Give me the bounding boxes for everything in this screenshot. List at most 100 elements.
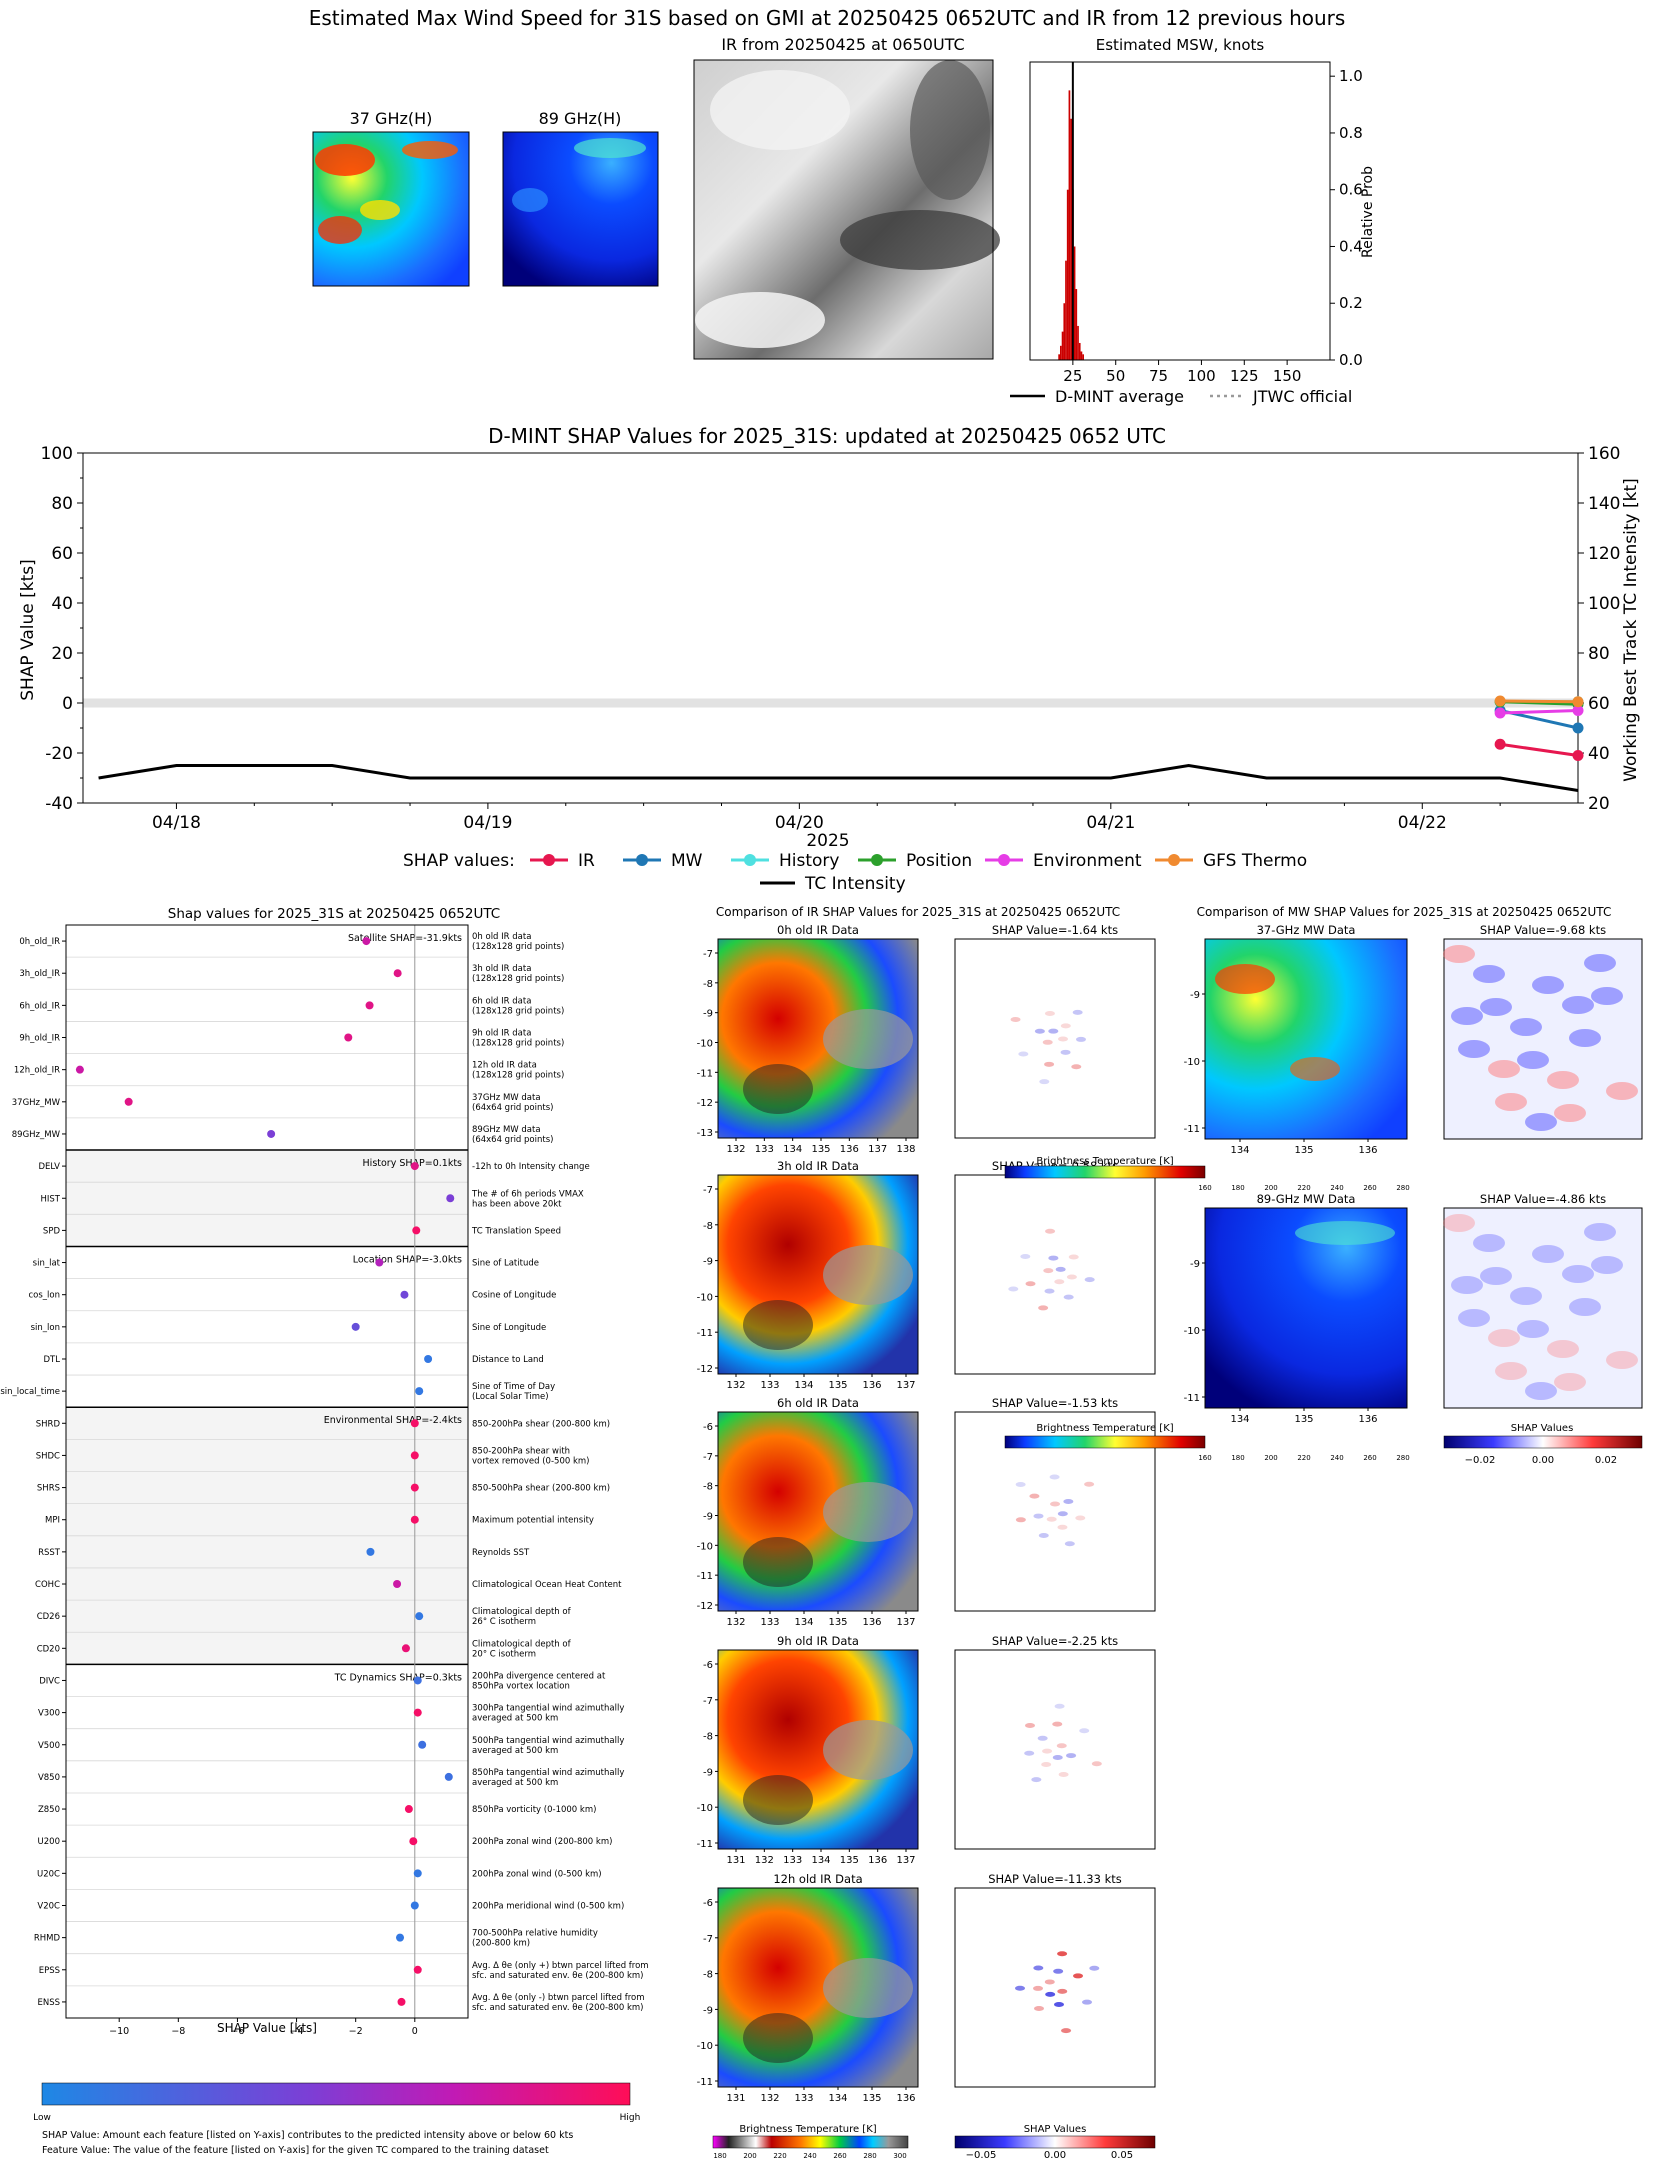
mw-shap-blob (1510, 1287, 1542, 1305)
mw37-tick-label: 200 (1264, 1184, 1277, 1192)
feature-desc-label: 26° C isotherm (472, 1617, 536, 1627)
feature-shap-point (415, 1612, 424, 1621)
feature-panel-xlabel: SHAP Value [kts] (217, 2021, 317, 2035)
ir-shap-blob (1038, 1305, 1049, 1311)
ir-panel-ytick-label: -12 (697, 1601, 713, 1612)
hist-ytick-label: 0.2 (1339, 294, 1363, 312)
ir-panel-xtick-label: 138 (896, 1144, 915, 1155)
ir-shap-blob (1052, 1721, 1063, 1727)
feature-xtick-label: −8 (171, 2026, 185, 2037)
mw-shap-blob (1480, 1267, 1512, 1285)
mw-shap-blob (1591, 987, 1623, 1005)
ir-panel-ytick-label: -11 (697, 2077, 713, 2088)
ir-panel-xtick-label: 137 (896, 1617, 915, 1628)
ir-panel-frame (717, 1649, 919, 1850)
legend-marker-ir (543, 854, 555, 866)
ir-shap-blob (1057, 1988, 1068, 1994)
ir-panel-xtick-label: 132 (760, 2093, 779, 2104)
feature-panel-title: Shap values for 2025_31S at 20250425 065… (168, 906, 500, 922)
ir-panel-label: 9h old IR Data (777, 1634, 859, 1648)
feature-shap-point (413, 1869, 422, 1878)
ir-shap-blob (1015, 1481, 1026, 1487)
ir-bt-tick-label: 180 (713, 2152, 726, 2158)
ir-shap-image (954, 938, 1156, 1139)
hist-xtick-label: 125 (1230, 367, 1259, 385)
hist-ytick-label: 0.4 (1339, 237, 1363, 255)
ts-y2tick-label: 80 (1588, 644, 1610, 664)
feature-group-shade (66, 1150, 468, 1247)
legend-label-gfs_thermo: GFS Thermo (1203, 851, 1307, 871)
ir-panel-frame (717, 1411, 919, 1612)
ir-panel-label: 6h old IR Data (777, 1396, 859, 1410)
ir-shap-blob (1024, 1750, 1035, 1756)
mw-panel-ytick-label: -11 (1184, 1124, 1200, 1135)
ir-panel-ytick-label: -7 (703, 1452, 713, 1463)
feature-desc-label: averaged at 500 km (472, 1746, 558, 1756)
ts-xtick-label: 04/18 (152, 813, 201, 833)
ir-bt-tick-label: 200 (743, 2152, 756, 2158)
mw-panel-label: 37-GHz MW Data (1257, 923, 1356, 937)
ir-panel-ytick-label: -7 (703, 1185, 713, 1196)
hist-ytick-label: 0.8 (1339, 124, 1363, 142)
ir-shap-blob (1033, 1985, 1044, 1991)
ts-ytick-label: 0 (62, 694, 73, 714)
feature-name-label: RHMD (34, 1934, 61, 1944)
feature-desc-label: (Local Solar Time) (472, 1392, 549, 1402)
ir-shap-blob (1044, 1010, 1055, 1016)
ir-panel-ytick-label: -6 (703, 1898, 713, 1909)
mw89-tick-label: 260 (1363, 1454, 1376, 1462)
mw-shap-blob (1451, 1007, 1483, 1025)
ir-shap-colorbar-label: SHAP Values (1024, 2124, 1087, 2135)
ir-shap-blob (1018, 1051, 1029, 1057)
feature-xtick-label: 0 (412, 2026, 418, 2037)
ir-shap-blob (1048, 1255, 1059, 1261)
ir-shap-blob (1008, 1286, 1019, 1292)
feature-name-label: U200 (38, 1837, 60, 1847)
feature-desc-label: (200-800 km) (472, 1939, 530, 1949)
mw-panel-xtick-label: 136 (1358, 1145, 1377, 1156)
mw-shap-blob (1443, 1214, 1475, 1232)
ir-panel-ytick-label: -11 (697, 1068, 713, 1079)
feature-desc-label: 200hPa divergence centered at (472, 1671, 606, 1681)
mw89-tick-label: 220 (1297, 1454, 1310, 1462)
ir-shap-blob (1039, 1079, 1050, 1085)
mw-shap-blob (1569, 1298, 1601, 1316)
mw37-image (312, 131, 470, 287)
feature-desc-label: Climatological depth of (472, 1639, 572, 1649)
mw89-image (502, 131, 659, 287)
ir-shap-blob (1066, 1753, 1077, 1759)
ir-panel-ytick-label: -11 (697, 1571, 713, 1582)
mw-panel-ytick-label: -11 (1184, 1393, 1200, 1404)
ir-shap-blob (1084, 1481, 1095, 1487)
feature-name-label: sin_lat (33, 1259, 61, 1269)
mw-shap-blob (1532, 976, 1564, 994)
ir-shap-blob (1034, 2005, 1045, 2011)
ir-shap-blob (1055, 1266, 1066, 1272)
feature-xtick-label: −4 (290, 2026, 304, 2037)
feature-name-label: RSST (38, 1548, 61, 1558)
hist-ytick-label: 0.6 (1339, 181, 1363, 199)
hist-xtick-label: 100 (1187, 367, 1216, 385)
mw-panel-label: 89-GHz MW Data (1257, 1192, 1356, 1206)
feature-desc-label: 500hPa tangential wind azimuthally (472, 1736, 624, 1746)
feature-desc-label: Avg. Δ θe (only -) btwn parcel lifted fr… (472, 1993, 645, 2003)
feature-name-label: DIVC (39, 1676, 60, 1686)
ts-frame (82, 452, 1579, 804)
feature-shap-point (404, 1805, 413, 1814)
feature-name-label: V500 (38, 1741, 60, 1751)
feature-desc-label: 850hPa vortex location (472, 1681, 570, 1691)
feature-desc-label: (128x128 grid points) (472, 974, 564, 984)
feature-group-label: TC Dynamics SHAP=0.3kts (334, 1672, 462, 1683)
ir-panel-frame (717, 938, 919, 1139)
feature-group-label: Satellite SHAP=-31.9kts (348, 933, 462, 944)
feature-desc-label: sfc. and saturated env. θe (200-800 km) (472, 2003, 644, 2013)
mw-shap-blob (1606, 1082, 1638, 1100)
mw37-tick-label: 220 (1297, 1184, 1310, 1192)
feature-desc-label: 700-500hPa relative humidity (472, 1929, 598, 1939)
hist-bar (1061, 331, 1064, 360)
mw-panel-xtick-label: 135 (1294, 1145, 1313, 1156)
feature-desc-label: 12h old IR data (472, 1061, 537, 1071)
ir-panel-ytick-label: -11 (697, 1328, 713, 1339)
ir-shap-blob (1025, 1281, 1036, 1287)
feature-desc-label: 850hPa tangential wind azimuthally (472, 1768, 624, 1778)
